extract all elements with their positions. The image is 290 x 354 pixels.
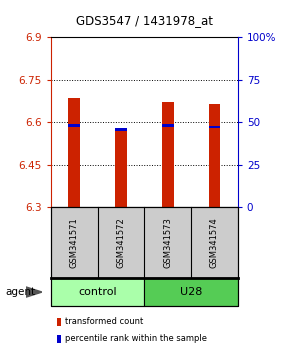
- Text: control: control: [78, 287, 117, 297]
- Text: U28: U28: [180, 287, 202, 297]
- Text: percentile rank within the sample: percentile rank within the sample: [65, 334, 207, 343]
- Bar: [162, 124, 173, 127]
- Bar: [162, 102, 173, 207]
- Text: GSM341574: GSM341574: [210, 217, 219, 268]
- Text: transformed count: transformed count: [65, 317, 144, 326]
- Bar: [115, 129, 127, 207]
- Bar: [115, 129, 127, 131]
- Bar: [209, 126, 220, 129]
- Text: GDS3547 / 1431978_at: GDS3547 / 1431978_at: [77, 14, 213, 27]
- Text: agent: agent: [6, 287, 36, 297]
- Text: GSM341572: GSM341572: [116, 217, 125, 268]
- Bar: [68, 124, 80, 127]
- Text: GSM341571: GSM341571: [70, 217, 79, 268]
- Polygon shape: [26, 287, 42, 297]
- Bar: [68, 98, 80, 207]
- Bar: [209, 104, 220, 207]
- Text: GSM341573: GSM341573: [163, 217, 172, 268]
